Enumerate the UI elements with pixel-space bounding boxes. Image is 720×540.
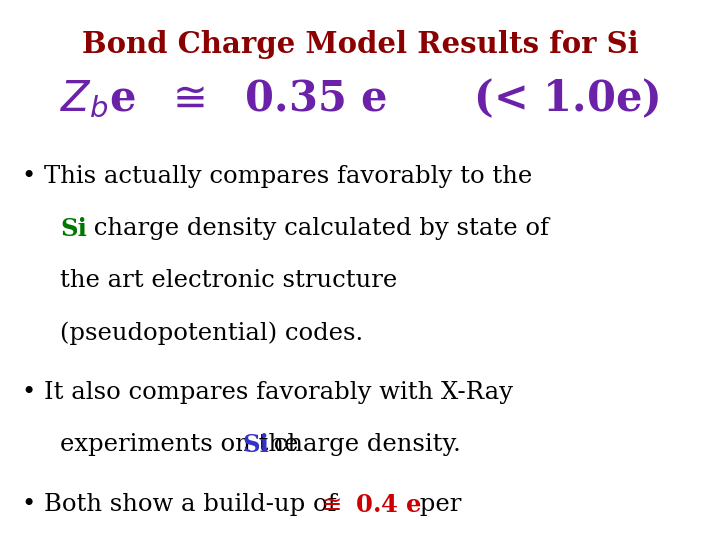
- Text: experiments on the: experiments on the: [60, 433, 306, 456]
- Text: $Z_b$e  $\cong$  0.35 e      (< 1.0e): $Z_b$e $\cong$ 0.35 e (< 1.0e): [60, 77, 660, 120]
- Text: • Both show a build-up of: • Both show a build-up of: [22, 492, 344, 516]
- Text: (pseudopotential) codes.: (pseudopotential) codes.: [60, 321, 363, 345]
- Text: $\cong$ 0.4 e: $\cong$ 0.4 e: [317, 492, 422, 517]
- Text: charge density calculated by state of: charge density calculated by state of: [86, 217, 549, 240]
- Text: Si: Si: [60, 217, 87, 241]
- Text: the art electronic structure: the art electronic structure: [60, 269, 397, 292]
- Text: Si: Si: [242, 433, 269, 457]
- Text: per: per: [412, 492, 462, 516]
- Text: • This actually compares favorably to the: • This actually compares favorably to th…: [22, 165, 532, 188]
- Text: • It also compares favorably with X-Ray: • It also compares favorably with X-Ray: [22, 381, 513, 404]
- Text: charge density.: charge density.: [266, 433, 461, 456]
- Text: Bond Charge Model Results for Si: Bond Charge Model Results for Si: [81, 30, 639, 59]
